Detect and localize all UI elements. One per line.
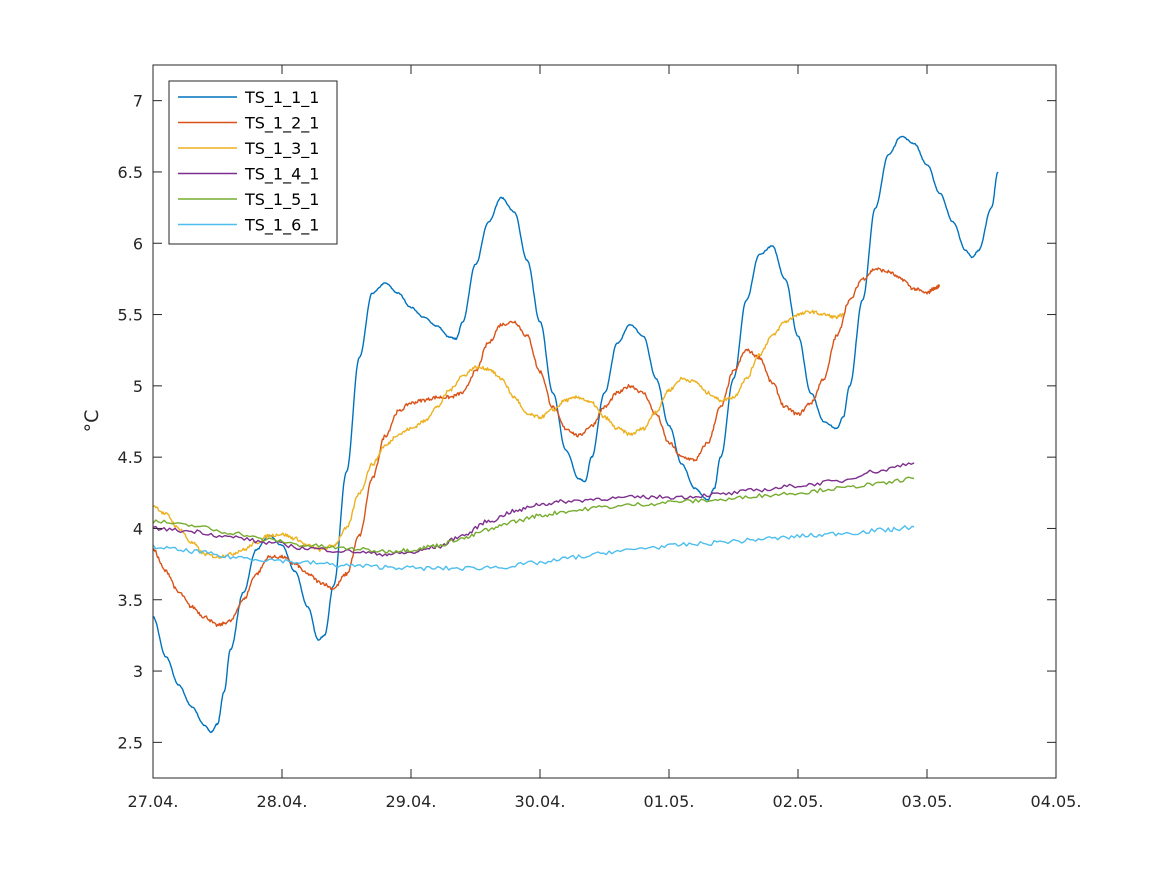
legend-label: TS_1_4_1 [244,165,319,185]
legend-label: TS_1_1_1 [244,88,319,108]
x-tick-label: 03.05. [902,792,953,811]
x-tick-label: 01.05. [644,792,695,811]
y-tick-label: 6.5 [118,163,143,182]
y-tick-label: 5 [133,377,143,396]
legend-label: TS_1_5_1 [244,190,319,210]
legend-label: TS_1_3_1 [244,139,319,159]
y-tick-label: 5.5 [118,306,143,325]
x-tick-label: 02.05. [773,792,824,811]
y-tick-label: 2.5 [118,733,143,752]
y-tick-label: 3 [133,662,143,681]
y-tick-label: 6 [133,234,143,253]
series-line-TS_1_1_1 [152,135,999,734]
y-tick-label: 4 [133,519,143,538]
series-layer [152,135,999,734]
x-tick-label: 28.04. [257,792,308,811]
legend-label: TS_1_2_1 [244,114,319,134]
x-tick-label: 04.05. [1031,792,1082,811]
y-tick-label: 3.5 [118,591,143,610]
series-line-TS_1_3_1 [152,309,844,559]
y-axis-title: °C [81,410,103,433]
plot-frame [152,64,1057,779]
legend: TS_1_1_1 TS_1_2_1 TS_1_3_1 TS_1_4_1 TS_1_5_1… [168,80,338,245]
x-tick-label: 30.04. [515,792,566,811]
y-tick-label: 4.5 [118,448,143,467]
series-line-TS_1_2_1 [152,267,941,628]
legend-label: TS_1_6_1 [244,216,319,236]
legend-box [168,80,338,245]
ticks-layer: 27.04. 28.04. 29.04. 30.04. 01.05. 02.05. 03.0… [118,65,1082,811]
series-line-TS_1_6_1 [152,525,915,572]
x-tick-label: 29.04. [386,792,437,811]
series-line-TS_1_4_1 [152,462,915,557]
y-tick-label: 7 [133,92,143,111]
series-line-TS_1_5_1 [152,476,915,554]
x-tick-label: 27.04. [128,792,179,811]
